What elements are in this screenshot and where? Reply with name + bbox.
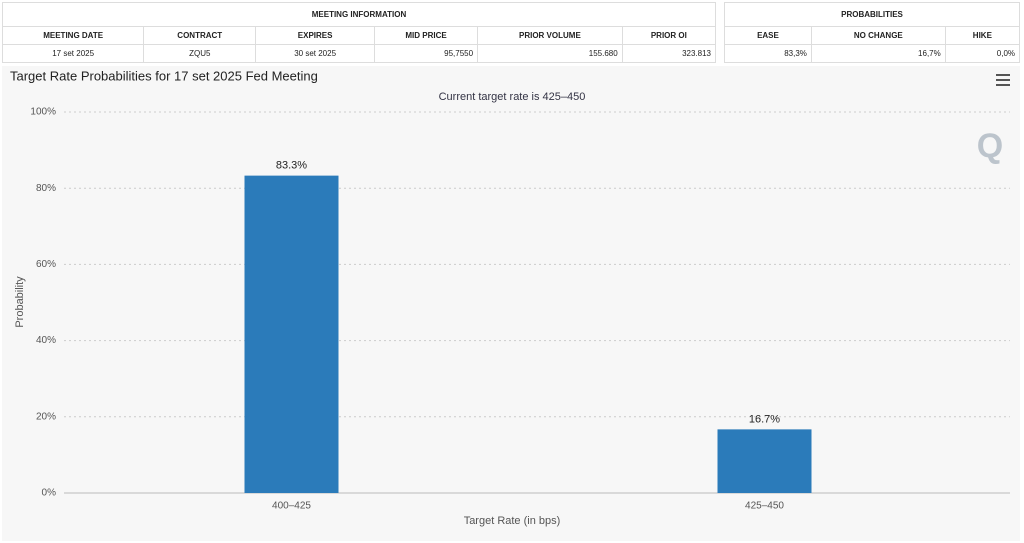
logo: Q [977,127,1003,165]
meeting-table: MEETING INFORMATION MEETING DATE CONTRACT E… [1,2,717,63]
column-header: NO CHANGE [810,26,946,45]
chart: Target Rate Probabilities for 17 set 202… [2,66,1020,541]
column-header: PRIOR OI [621,26,717,45]
title-row: MEETING INFORMATION [2,2,716,27]
table-title: MEETING INFORMATION [2,2,716,27]
column-header: EASE [724,26,812,45]
cell: ZQU5 [143,44,257,63]
y-tick-label: 0% [42,488,57,499]
data-row: 83,3% 16,7% 0,0% [724,44,1021,63]
column-header: MID PRICE [374,26,479,45]
x-tick-label: 425–450 [745,501,784,512]
y-axis-label: Probability [14,276,26,328]
chart-background [2,66,1020,541]
x-tick-label: 400–425 [272,501,311,512]
menu-button[interactable] [996,74,1010,86]
table-title: PROBABILITIES [724,2,1020,27]
header-row: MEETING DATE CONTRACT EXPIRES MID PRICE PRIO… [1,26,717,45]
cell: 95,7550 [374,44,479,63]
header-row: EASE NO CHANGE HIKE [724,26,1021,45]
y-tick-label: 100% [30,107,56,118]
cell: 30 set 2025 [255,44,376,63]
y-tick-label: 20% [36,411,56,422]
column-header: CONTRACT [143,26,257,45]
y-tick-label: 80% [36,183,56,194]
column-header: EXPIRES [255,26,376,45]
cell: 17 set 2025 [1,44,145,63]
probabilities-table: PROBABILITIES EASE NO CHANGE HIKE 83,3% 16,7%… [724,2,1021,63]
x-axis-label: Target Rate (in bps) [464,515,561,527]
column-header: PRIOR VOLUME [477,26,623,45]
y-tick-label: 40% [36,335,56,346]
data-label: 16.7% [749,413,780,425]
data-label: 83.3% [276,160,307,172]
title-row: PROBABILITIES [724,2,1020,27]
cell: 323.813 [621,44,717,63]
bar [244,175,339,493]
bar [717,429,812,493]
cell: 155.680 [477,44,623,63]
column-header: MEETING DATE [1,26,145,45]
column-header: HIKE [944,26,1021,45]
cell: 16,7% [810,44,946,63]
chart-subtitle: Current target rate is 425–450 [439,91,586,103]
cell: 0,0% [944,44,1021,63]
chart-title: Target Rate Probabilities for 17 set 202… [10,68,318,83]
y-tick-label: 60% [36,259,56,270]
cell: 83,3% [724,44,812,63]
data-row: 17 set 2025 ZQU5 30 set 2025 95,7550 155.680… [1,44,717,63]
